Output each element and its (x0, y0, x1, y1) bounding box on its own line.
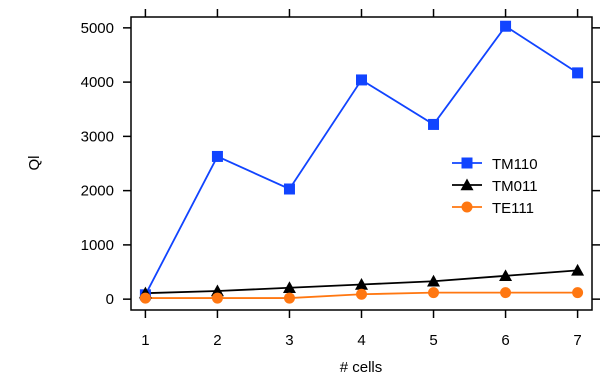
series-markers (138, 20, 585, 304)
tm011-data-point (571, 263, 585, 276)
tm011-data-point (427, 274, 441, 287)
y-tick-label: 3000 (81, 128, 114, 145)
te111-data-point (356, 288, 367, 300)
tm110-data-point (572, 67, 584, 79)
x-tick-label: 1 (141, 332, 149, 349)
tm110-legend-label: TM110 (492, 156, 538, 173)
te111-data-point (428, 287, 440, 299)
y-tick-label: 1000 (81, 237, 114, 254)
y-tick-label: 0 (106, 291, 114, 308)
tm011-data-point (499, 269, 513, 282)
y-tick-label: 5000 (81, 20, 114, 37)
x-tick-label: 4 (357, 332, 365, 349)
tm110-data-point (428, 118, 440, 130)
legend: TM110 TM011 TE111 (452, 156, 538, 217)
te111-data-point (211, 292, 223, 304)
tm011-data-point (282, 281, 296, 293)
tm011-data-point (210, 284, 224, 297)
tm110-data-point (211, 150, 223, 162)
te111-legend-label: TE111 (492, 200, 534, 217)
y-tick-label: 4000 (81, 74, 114, 91)
x-tick-label: 7 (573, 332, 581, 349)
x-axis-label: # cells (340, 359, 383, 376)
x-tick-label: 6 (501, 332, 509, 349)
tm110-data-point (500, 20, 512, 32)
axis-ticks: 1 2 3 4 5 6 7 0 1000 2000 3000 4000 5000 (81, 9, 600, 349)
tm011-legend-marker (460, 178, 474, 191)
te111-data-point (139, 292, 151, 304)
tm011-legend-label: TM011 (492, 178, 538, 195)
te111-legend-marker (461, 201, 473, 213)
tm110-data-point (356, 74, 367, 86)
tm110-legend-marker (461, 157, 473, 169)
x-tick-label: 2 (213, 332, 221, 349)
x-tick-label: 5 (429, 332, 437, 349)
tm011-data-point (355, 277, 368, 290)
y-tick-label: 2000 (81, 183, 114, 200)
tm110-data-point (283, 183, 295, 195)
te111-data-point (500, 287, 512, 299)
y-axis-label: Ql (26, 156, 43, 171)
te111-data-point (283, 292, 295, 304)
te111-data-point (572, 287, 584, 299)
x-tick-label: 3 (285, 332, 293, 349)
